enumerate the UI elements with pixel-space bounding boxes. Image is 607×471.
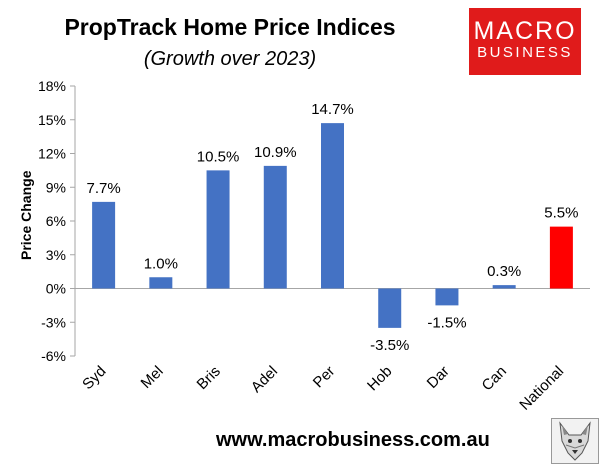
data-label: 10.9% xyxy=(254,144,297,161)
data-label: 7.7% xyxy=(87,180,121,197)
bar-adel xyxy=(263,165,287,289)
y-tick-label: 0% xyxy=(46,281,66,297)
logo-line-2: BUSINESS xyxy=(477,44,573,61)
bar-mel xyxy=(149,277,173,289)
bar-per xyxy=(321,123,344,289)
y-tick-label: 18% xyxy=(38,78,66,94)
macro-business-logo: MACRO BUSINESS xyxy=(469,8,581,75)
x-tick-label: Dar xyxy=(424,363,453,392)
wolf-logo-icon xyxy=(551,418,599,464)
x-tick-label: Per xyxy=(310,363,339,392)
bar-hob xyxy=(378,288,402,328)
logo-line-1: MACRO xyxy=(473,17,577,45)
x-tick-label: Can xyxy=(479,363,510,394)
data-label: 0.3% xyxy=(487,263,521,280)
chart-title: PropTrack Home Price Indices xyxy=(64,14,396,40)
bar-can xyxy=(492,285,516,289)
x-tick-label: National xyxy=(516,363,567,414)
bar-syd xyxy=(92,201,116,289)
x-tick-label: Mel xyxy=(138,363,167,392)
data-label: 14.7% xyxy=(311,101,354,118)
x-tick-label: Syd xyxy=(79,363,109,393)
bar-dar xyxy=(435,288,459,306)
x-tick-label: Bris xyxy=(194,363,224,393)
data-label: 5.5% xyxy=(544,205,578,222)
y-tick-label: 9% xyxy=(46,179,66,195)
x-tick-label: Hob xyxy=(364,363,395,394)
data-label: -1.5% xyxy=(427,314,466,331)
bar-national xyxy=(549,226,573,289)
chart-subtitle: (Growth over 2023) xyxy=(143,48,317,70)
y-tick-label: 15% xyxy=(38,112,66,128)
y-tick-label: 6% xyxy=(46,213,66,229)
bar-bris xyxy=(206,170,230,289)
y-tick-label: 12% xyxy=(38,146,66,162)
data-label: 10.5% xyxy=(197,148,240,165)
data-label: -3.5% xyxy=(370,337,409,354)
y-tick-label: -6% xyxy=(41,348,66,364)
data-label: 1.0% xyxy=(144,255,178,272)
x-tick-label: Adel xyxy=(248,363,281,396)
y-tick-label: -3% xyxy=(41,314,66,330)
y-tick-label: 3% xyxy=(46,247,66,263)
footer-url[interactable]: www.macrobusiness.com.au xyxy=(216,429,490,451)
